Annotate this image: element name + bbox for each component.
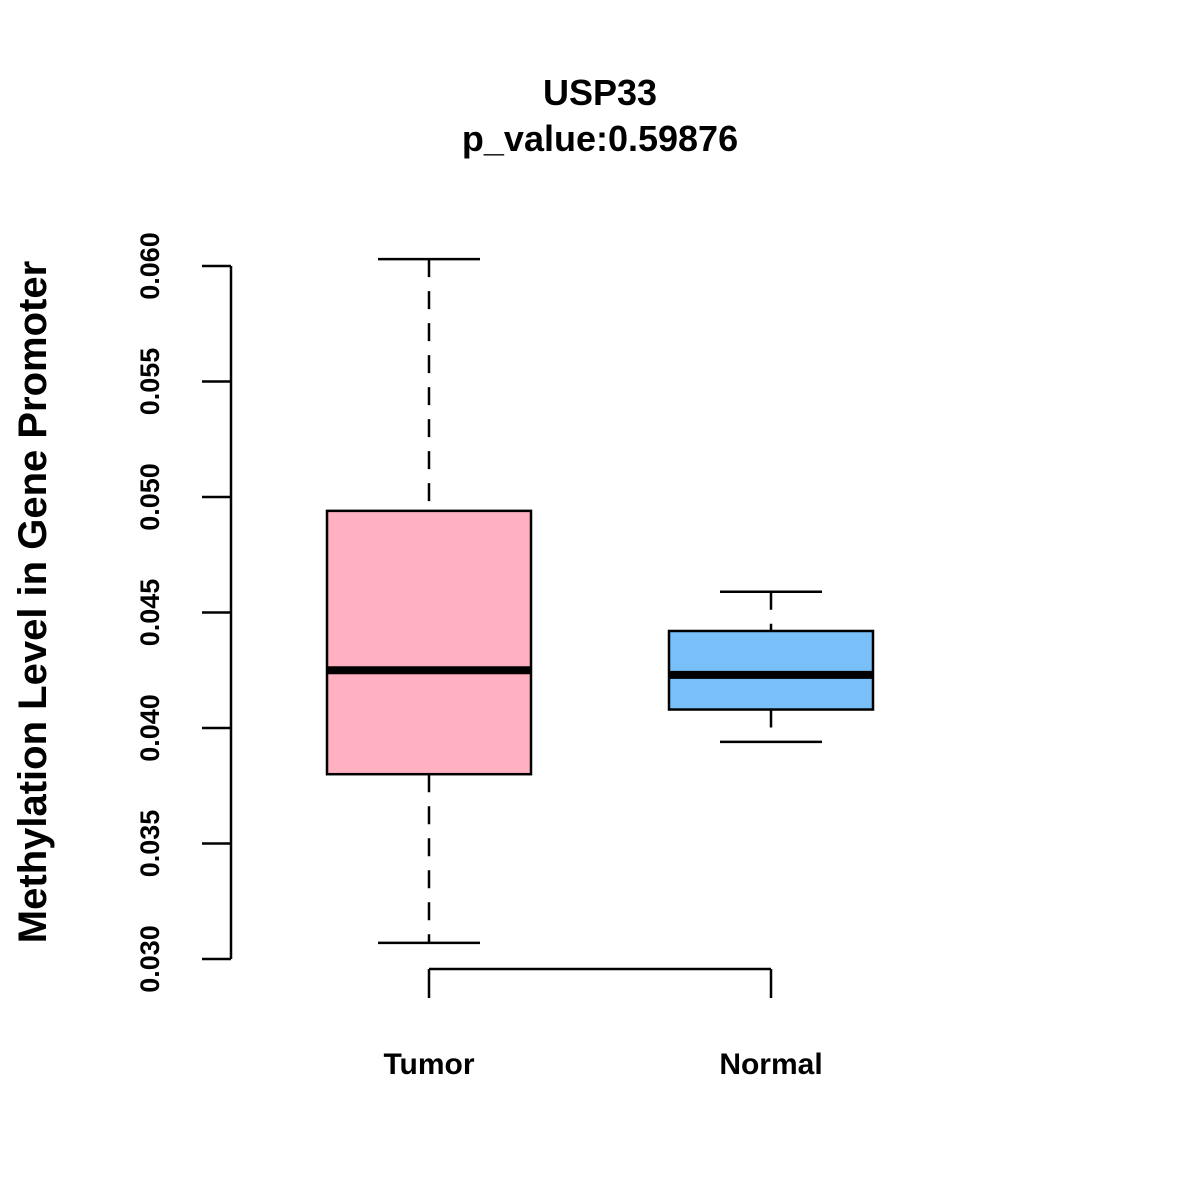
- x-category-label: Tumor: [383, 1048, 474, 1081]
- iqr-box: [667, 629, 875, 711]
- y-tick-label: 0.050: [135, 463, 165, 531]
- chart-subtitle: p_value:0.59876: [462, 118, 738, 159]
- y-tick-label: 0.045: [135, 579, 165, 647]
- chart-title: USP33: [543, 72, 657, 113]
- x-axis: Tumor Normal: [383, 967, 823, 1081]
- iqr-box: [325, 509, 533, 776]
- y-axis: 0.030 0.035 0.040 0.045 0.050 0.055 0.060: [135, 232, 233, 993]
- y-tick-label: 0.040: [135, 694, 165, 762]
- boxes: [325, 257, 875, 945]
- x-category-label: Normal: [719, 1048, 822, 1081]
- y-tick-label: 0.030: [135, 925, 165, 993]
- y-axis-label: Methylation Level in Gene Promoter: [11, 261, 55, 943]
- y-tick-label: 0.060: [135, 232, 165, 300]
- box-tumor: [325, 257, 533, 945]
- y-tick-label: 0.055: [135, 348, 165, 416]
- y-tick-label: 0.035: [135, 810, 165, 878]
- box-normal: [667, 590, 875, 744]
